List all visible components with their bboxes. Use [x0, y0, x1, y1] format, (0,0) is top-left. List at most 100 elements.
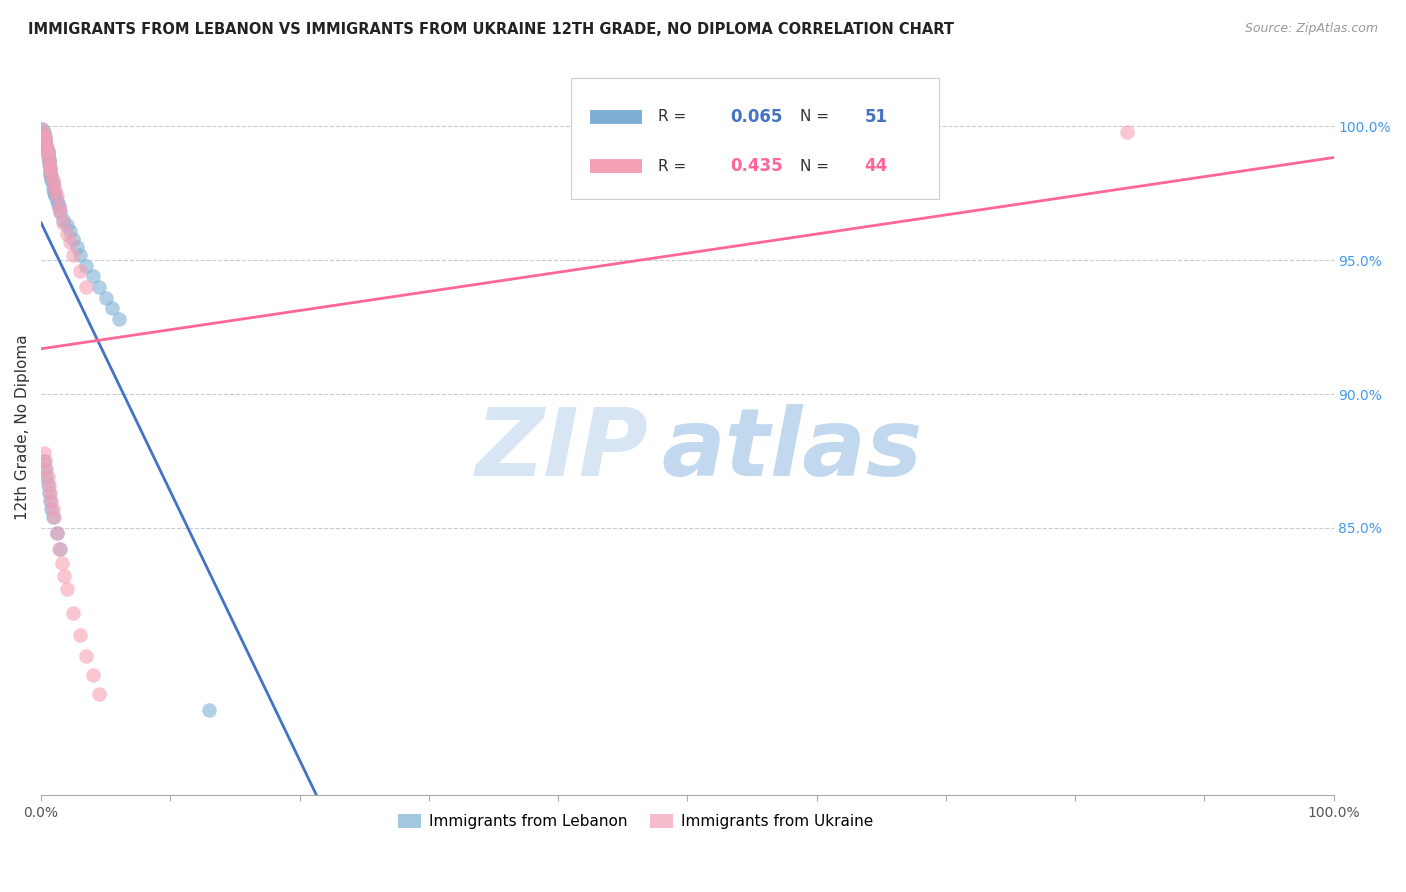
Immigrants from Ukraine — [52, 216, 75, 230]
Immigrants from Lebanon — [101, 301, 124, 316]
Immigrants from Lebanon — [89, 280, 111, 294]
Immigrants from Ukraine — [39, 486, 62, 500]
Immigrants from Lebanon — [39, 494, 62, 508]
Immigrants from Lebanon — [69, 248, 91, 262]
Immigrants from Lebanon — [44, 189, 66, 203]
Legend: Immigrants from Lebanon, Immigrants from Ukraine: Immigrants from Lebanon, Immigrants from… — [392, 808, 879, 836]
Immigrants from Lebanon — [38, 486, 60, 500]
Immigrants from Ukraine — [34, 133, 56, 147]
Immigrants from Lebanon — [35, 138, 58, 153]
Immigrants from Ukraine — [75, 280, 97, 294]
Text: R =: R = — [658, 159, 686, 174]
Immigrants from Ukraine — [53, 569, 76, 583]
Text: ZIP: ZIP — [475, 403, 648, 496]
Immigrants from Lebanon — [38, 152, 60, 166]
Immigrants from Ukraine — [35, 462, 58, 476]
Immigrants from Ukraine — [89, 687, 111, 701]
Immigrants from Lebanon — [32, 128, 55, 142]
Immigrants from Ukraine — [62, 607, 84, 621]
Immigrants from Lebanon — [52, 213, 75, 227]
Immigrants from Lebanon — [42, 184, 65, 198]
Text: atlas: atlas — [661, 403, 922, 496]
Immigrants from Ukraine — [82, 668, 104, 682]
Immigrants from Ukraine — [49, 205, 72, 219]
Immigrants from Lebanon — [48, 200, 70, 214]
Immigrants from Ukraine — [39, 162, 62, 177]
Immigrants from Ukraine — [48, 200, 70, 214]
Y-axis label: 12th Grade, No Diploma: 12th Grade, No Diploma — [15, 334, 30, 520]
Immigrants from Ukraine — [38, 154, 60, 169]
Immigrants from Ukraine — [1115, 125, 1137, 139]
Immigrants from Lebanon — [62, 232, 84, 246]
Immigrants from Ukraine — [45, 526, 67, 541]
Immigrants from Lebanon — [37, 478, 59, 492]
Immigrants from Lebanon — [34, 462, 56, 476]
Immigrants from Lebanon — [42, 186, 65, 201]
Immigrants from Ukraine — [41, 494, 63, 508]
Immigrants from Ukraine — [62, 248, 84, 262]
Immigrants from Lebanon — [32, 454, 55, 468]
Text: Source: ZipAtlas.com: Source: ZipAtlas.com — [1244, 22, 1378, 36]
Immigrants from Lebanon — [107, 312, 129, 326]
Text: 0.435: 0.435 — [730, 157, 783, 176]
Immigrants from Lebanon — [34, 136, 56, 150]
Immigrants from Ukraine — [38, 478, 60, 492]
Immigrants from Lebanon — [58, 224, 80, 238]
Immigrants from Ukraine — [69, 628, 91, 642]
Immigrants from Ukraine — [42, 173, 65, 187]
Text: R =: R = — [658, 110, 686, 125]
Immigrants from Ukraine — [45, 189, 67, 203]
Immigrants from Lebanon — [34, 133, 56, 147]
Immigrants from Ukraine — [51, 556, 73, 570]
Immigrants from Lebanon — [49, 205, 72, 219]
Immigrants from Ukraine — [34, 130, 56, 145]
Immigrants from Ukraine — [42, 502, 65, 516]
Immigrants from Ukraine — [44, 184, 66, 198]
Immigrants from Lebanon — [42, 181, 65, 195]
Immigrants from Lebanon — [42, 176, 65, 190]
Immigrants from Lebanon — [42, 510, 65, 524]
Immigrants from Lebanon — [37, 146, 59, 161]
Immigrants from Ukraine — [42, 510, 65, 524]
Immigrants from Ukraine — [37, 149, 59, 163]
Text: 0.065: 0.065 — [730, 108, 782, 126]
Immigrants from Ukraine — [56, 227, 79, 241]
Immigrants from Ukraine — [37, 470, 59, 484]
Text: N =: N = — [800, 110, 828, 125]
Immigrants from Ukraine — [58, 235, 80, 249]
Immigrants from Lebanon — [49, 542, 72, 557]
Immigrants from Ukraine — [32, 128, 55, 142]
Immigrants from Lebanon — [41, 502, 63, 516]
Immigrants from Lebanon — [41, 170, 63, 185]
Immigrants from Ukraine — [31, 122, 53, 136]
Immigrants from Lebanon — [45, 526, 67, 541]
Immigrants from Ukraine — [37, 144, 59, 158]
Immigrants from Lebanon — [31, 122, 53, 136]
Immigrants from Lebanon — [32, 125, 55, 139]
Immigrants from Lebanon — [38, 157, 60, 171]
Immigrants from Ukraine — [39, 160, 62, 174]
Immigrants from Ukraine — [75, 649, 97, 664]
FancyBboxPatch shape — [571, 78, 939, 200]
Immigrants from Ukraine — [48, 542, 70, 557]
Immigrants from Lebanon — [35, 470, 58, 484]
Immigrants from Ukraine — [41, 168, 63, 182]
Immigrants from Ukraine — [42, 178, 65, 193]
Immigrants from Lebanon — [66, 240, 89, 254]
Immigrants from Ukraine — [56, 582, 79, 597]
Immigrants from Lebanon — [39, 168, 62, 182]
Immigrants from Ukraine — [69, 264, 91, 278]
Text: 51: 51 — [865, 108, 887, 126]
Immigrants from Lebanon — [75, 259, 97, 273]
Immigrants from Ukraine — [32, 446, 55, 460]
Immigrants from Lebanon — [39, 165, 62, 179]
Immigrants from Lebanon — [46, 197, 69, 211]
Text: IMMIGRANTS FROM LEBANON VS IMMIGRANTS FROM UKRAINE 12TH GRADE, NO DIPLOMA CORREL: IMMIGRANTS FROM LEBANON VS IMMIGRANTS FR… — [28, 22, 955, 37]
Immigrants from Ukraine — [34, 454, 56, 468]
Immigrants from Lebanon — [35, 141, 58, 155]
Immigrants from Lebanon — [34, 130, 56, 145]
Immigrants from Lebanon — [37, 149, 59, 163]
Immigrants from Lebanon — [82, 269, 104, 284]
Text: 44: 44 — [865, 157, 887, 176]
Text: N =: N = — [800, 159, 828, 174]
